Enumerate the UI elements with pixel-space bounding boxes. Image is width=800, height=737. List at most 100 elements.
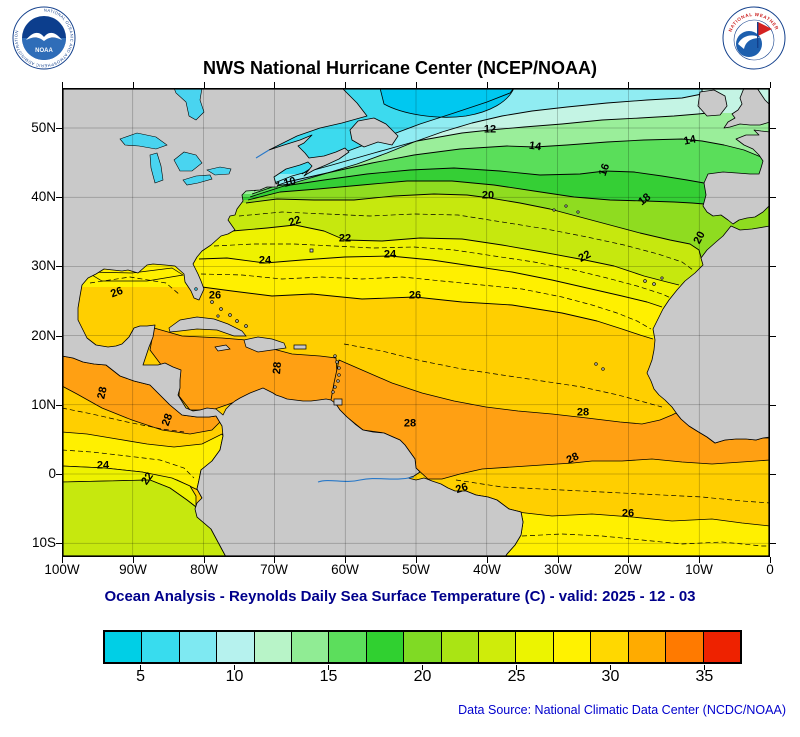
lon-axis-label: 10W: [685, 562, 713, 577]
colorbar-cell: [404, 632, 442, 662]
lon-axis-label: 60W: [331, 562, 359, 577]
axis-tick: [56, 542, 62, 544]
contour-line-layer: [198, 88, 762, 340]
lon-axis-label: 80W: [190, 562, 218, 577]
nws-logo: NATIONAL WEATHER SERVICE: [722, 6, 786, 70]
axis-tick: [328, 665, 330, 670]
contour-label: 28: [403, 417, 417, 430]
noaa-wordmark: NOAA: [35, 48, 53, 54]
islands-layer: [168, 204, 664, 406]
axis-tick: [698, 557, 700, 563]
axis-tick: [132, 557, 134, 563]
colorbar-tick-label: 10: [225, 668, 244, 685]
contour-label: 20: [481, 189, 495, 202]
map-caption: Ocean Analysis - Reynolds Daily Sea Surf…: [104, 588, 696, 605]
contour-label: 26: [621, 507, 635, 520]
axis-tick: [234, 665, 236, 670]
colorbar-cell: [179, 632, 218, 662]
axis-tick: [422, 665, 423, 670]
lon-axis-label: 20W: [614, 562, 642, 577]
lat-axis-label: 10S: [31, 535, 56, 550]
axis-tick: [770, 335, 776, 337]
axis-tick: [132, 82, 134, 88]
axis-tick: [56, 196, 62, 198]
axis-tick: [486, 82, 488, 88]
colorbar-cell: [628, 632, 667, 662]
axis-tick: [273, 82, 275, 88]
lat-axis-label: 40N: [31, 189, 56, 204]
axis-tick: [770, 404, 776, 406]
axis-tick: [56, 127, 62, 129]
axis-tick: [273, 557, 275, 563]
colorbar-tick-label: 25: [507, 668, 526, 685]
lat-axis-label: 10N: [31, 397, 56, 412]
axis-tick: [627, 82, 629, 88]
axis-tick: [770, 265, 776, 267]
colorbar-cell: [441, 632, 480, 662]
colorbar-cell: [516, 632, 554, 662]
rivers-layer: [255, 149, 415, 483]
axis-tick: [344, 82, 346, 88]
axis-tick: [56, 404, 62, 406]
noaa-logo: NATIONAL OCEANIC AND ATMOSPHERIC ADMINIS…: [12, 6, 76, 70]
contour-label: 14: [528, 139, 542, 154]
axis-tick: [698, 82, 700, 88]
lon-axis-label: 40W: [473, 562, 501, 577]
axis-tick: [557, 557, 559, 563]
axis-tick: [627, 557, 629, 563]
colorbar-cell: [591, 632, 629, 662]
colorbar-cell: [254, 632, 293, 662]
land-layer: [62, 88, 770, 557]
contour-label: 28: [576, 406, 590, 419]
axis-tick: [203, 82, 205, 88]
lon-axis-label: 90W: [119, 562, 147, 577]
lon-axis-label: 30W: [544, 562, 572, 577]
axis-tick: [56, 335, 62, 337]
contour-label: 24: [96, 459, 110, 472]
axis-tick: [769, 557, 771, 563]
lon-axis-label: 70W: [260, 562, 288, 577]
axis-tick: [609, 665, 611, 670]
axis-tick: [515, 665, 517, 670]
colorbar-tick-label: 15: [319, 668, 338, 685]
lat-axis-label: 20N: [31, 328, 56, 343]
sst-map: [62, 88, 770, 557]
lakes-layer: [119, 88, 232, 291]
map-frame: [62, 88, 770, 557]
contour-label: 28: [270, 361, 285, 375]
colorbar-cell: [292, 632, 330, 662]
axis-tick: [415, 82, 417, 88]
noaa-gull-icon: [26, 32, 62, 41]
axis-tick: [770, 473, 776, 475]
nws-swirl-icon: [738, 35, 760, 49]
axis-tick: [770, 127, 776, 129]
axis-tick: [61, 557, 63, 563]
colorbar-cell: [366, 632, 405, 662]
axis-tick: [769, 82, 771, 88]
axis-tick: [344, 557, 346, 563]
colorbar-cell: [703, 632, 740, 662]
lat-axis-label: 50N: [31, 120, 56, 135]
axis-tick: [770, 196, 776, 198]
colorbar-cell: [217, 632, 255, 662]
axis-tick: [61, 82, 63, 88]
data-source-note: Data Source: National Climatic Data Cent…: [458, 703, 786, 717]
lat-axis-label: 0: [48, 466, 56, 481]
lon-axis-label: 50W: [402, 562, 430, 577]
colorbar-cell: [553, 632, 592, 662]
axis-tick: [770, 542, 776, 544]
axis-tick: [557, 82, 559, 88]
lat-axis-label: 30N: [31, 258, 56, 273]
colorbar-cell: [329, 632, 367, 662]
axis-tick: [703, 665, 705, 670]
colorbar-cell: [105, 632, 143, 662]
colorbar-tick-label: 35: [695, 668, 714, 685]
nws-storm-flag-icon: [758, 22, 772, 36]
graticule-layer: [62, 88, 770, 557]
colorbar-tick-label: 5: [136, 668, 146, 685]
contour-label: 12: [483, 123, 497, 136]
contour-label: 24: [383, 248, 397, 261]
colorbar-tick-label: 20: [413, 668, 432, 685]
axis-tick: [140, 665, 142, 670]
colorbar-cell: [142, 632, 180, 662]
